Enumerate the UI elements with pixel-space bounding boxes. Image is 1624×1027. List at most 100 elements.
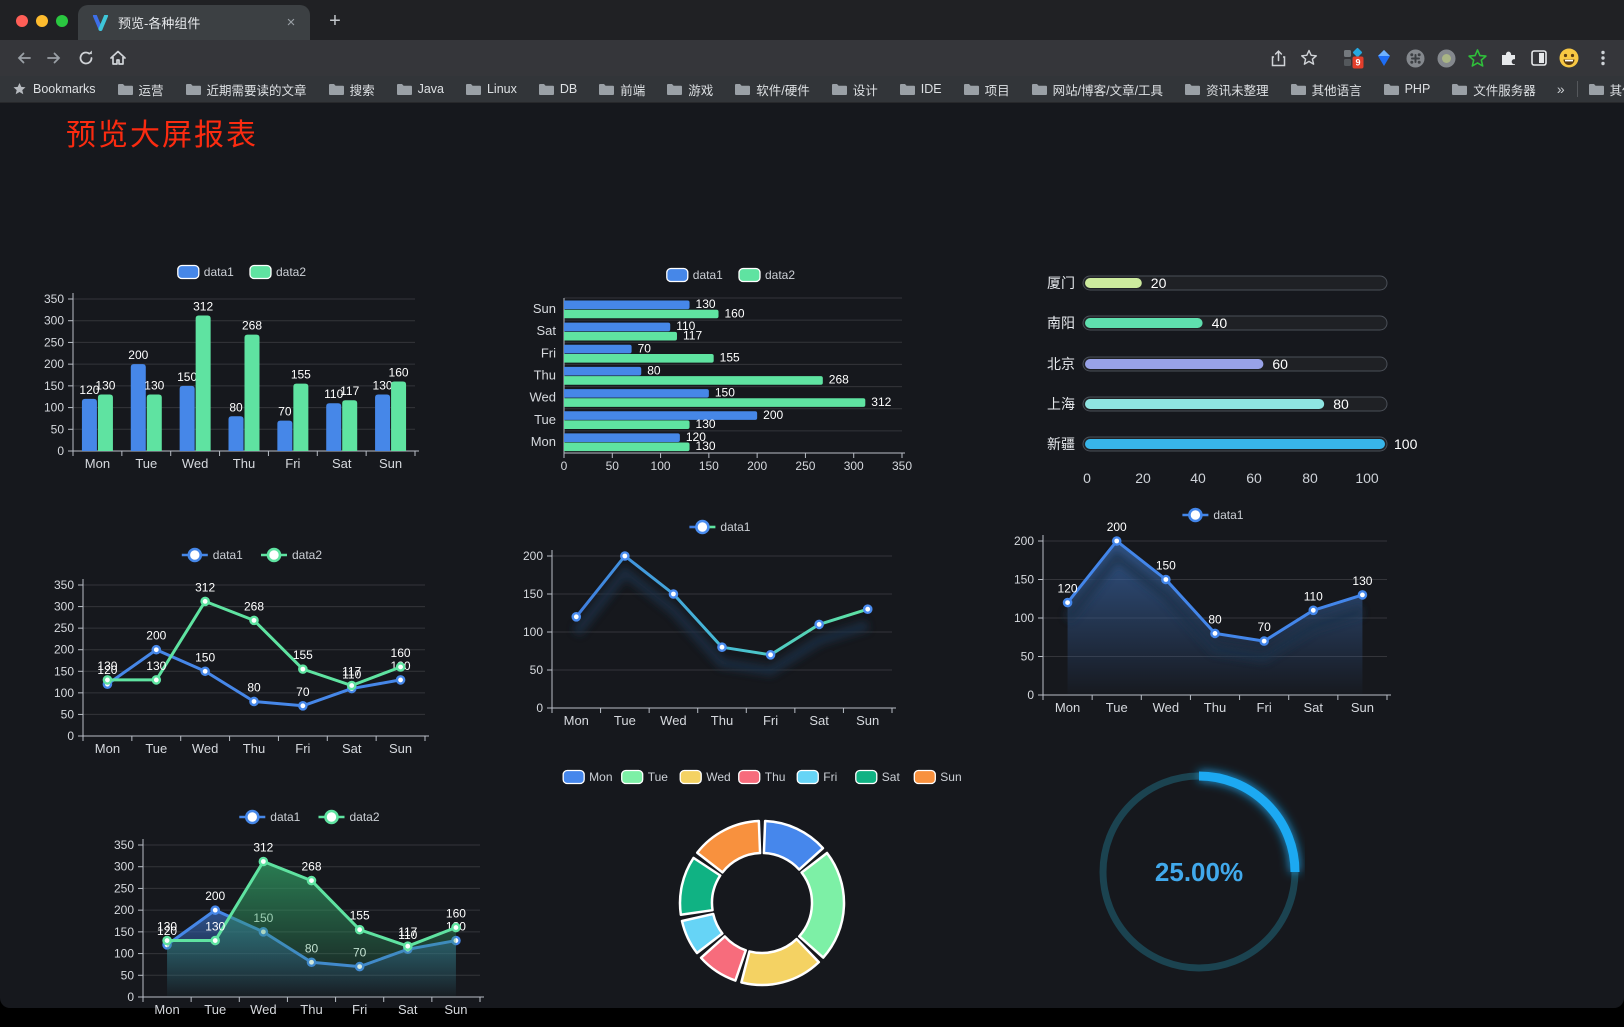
svg-text:Fri: Fri [295, 741, 310, 756]
bookmark-folder[interactable]: DB [538, 80, 577, 99]
window-close-button[interactable] [16, 15, 28, 27]
extension-command-icon[interactable] [1404, 47, 1426, 69]
extension-dot-circle-icon[interactable] [1435, 47, 1457, 69]
svg-text:Fri: Fri [823, 770, 837, 784]
bookmark-folder[interactable]: PHP [1383, 80, 1430, 99]
bookmark-folder[interactable]: 项目 [963, 80, 1010, 99]
browser-tab[interactable]: 预览-各种组件 × [78, 5, 310, 40]
chart-grouped-bar[interactable]: data1 data2 0 50 100 150 200 250 300 350 Mon Tue Wed… [30, 251, 480, 481]
svg-text:130: 130 [144, 379, 164, 393]
svg-text:0: 0 [1083, 470, 1091, 486]
svg-text:268: 268 [244, 599, 264, 613]
svg-text:Mon: Mon [589, 770, 612, 784]
svg-text:110: 110 [398, 928, 417, 942]
bookmarks-manager-label: Bookmarks [33, 82, 96, 96]
browser-menu-icon[interactable] [1592, 47, 1614, 69]
svg-text:80: 80 [229, 400, 243, 414]
svg-text:80: 80 [247, 680, 261, 694]
svg-text:data1: data1 [720, 520, 750, 534]
svg-text:Wed: Wed [1153, 700, 1180, 715]
bookmark-star-icon[interactable] [1297, 46, 1321, 70]
bookmarks-right-cluster: » 其他书签 [1557, 80, 1624, 99]
svg-text:130: 130 [157, 920, 177, 934]
bookmark-folder[interactable]: 近期需要读的文章 [185, 80, 307, 99]
svg-text:70: 70 [296, 685, 310, 699]
other-bookmarks-folder[interactable]: 其他书签 [1588, 80, 1624, 99]
extension-tampermonkey-icon[interactable]: 9 [1342, 47, 1364, 69]
svg-text:200: 200 [747, 459, 767, 473]
chart-donut[interactable]: Mon Tue Wed Thu Fri Sat Sun [562, 761, 962, 1001]
svg-text:Sun: Sun [856, 713, 879, 728]
svg-text:Fri: Fri [763, 713, 778, 728]
bookmark-folder[interactable]: Java [396, 80, 444, 99]
chart-line-gradient[interactable]: 0 50 100 150 200 Mon Tue Wed Thu Fri Sat Sun data1 [518, 496, 920, 738]
svg-text:150: 150 [1156, 559, 1176, 573]
bookmarks-manager[interactable]: Bookmarks [12, 82, 96, 97]
forward-button[interactable] [42, 46, 66, 70]
svg-text:160: 160 [725, 306, 745, 320]
bookmark-folder[interactable]: 运营 [117, 80, 164, 99]
back-button[interactable] [12, 46, 36, 70]
svg-text:Mon: Mon [154, 1002, 179, 1017]
bookmark-folder[interactable]: 前端 [598, 80, 645, 99]
extensions-puzzle-icon[interactable] [1497, 47, 1519, 69]
svg-text:300: 300 [54, 600, 74, 614]
tab-close-icon[interactable]: × [286, 14, 296, 31]
svg-text:Wed: Wed [250, 1002, 277, 1017]
svg-text:300: 300 [44, 314, 64, 328]
svg-text:150: 150 [195, 650, 215, 664]
svg-text:70: 70 [278, 405, 292, 419]
svg-text:50: 50 [61, 707, 75, 721]
svg-text:130: 130 [696, 439, 716, 453]
bookmark-folder[interactable]: 游戏 [666, 80, 713, 99]
svg-text:130: 130 [696, 297, 716, 311]
svg-text:312: 312 [871, 395, 891, 409]
extension-green-star-icon[interactable] [1466, 47, 1488, 69]
bookmark-folder[interactable]: 软件/硬件 [734, 80, 810, 99]
extension-gem-icon[interactable] [1373, 47, 1395, 69]
dashboard-content: 预览大屏报表 data1 data2 0 50 100 150 200 250 300 350 Mo… [0, 103, 1624, 1017]
bookmark-folder[interactable]: Linux [465, 80, 517, 99]
share-icon[interactable] [1266, 46, 1290, 70]
folder-icon [667, 83, 683, 95]
svg-text:Tue: Tue [135, 456, 157, 471]
svg-text:200: 200 [1107, 520, 1127, 534]
svg-text:Sat: Sat [1304, 700, 1324, 715]
bookmark-folder[interactable]: 文件服务器 [1451, 80, 1536, 99]
window-maximize-button[interactable] [56, 15, 68, 27]
chart-area-two-series[interactable]: 0 50 100 150 200 250 300 350 Mon Tue Wed Thu Fri Sat S… [98, 796, 498, 1024]
new-tab-button[interactable]: + [329, 10, 341, 32]
chart-area-single[interactable]: 0 50 100 150 200 Mon Tue Wed Thu Fri Sat Sun data1 12… [998, 491, 1402, 723]
reload-button[interactable] [74, 46, 98, 70]
svg-text:150: 150 [699, 459, 719, 473]
svg-text:data2: data2 [276, 265, 306, 279]
svg-text:Fri: Fri [352, 1002, 367, 1017]
extension-emoji-icon[interactable] [1558, 47, 1580, 69]
svg-text:Tue: Tue [614, 713, 636, 728]
svg-text:南阳: 南阳 [1047, 315, 1075, 331]
home-button[interactable] [106, 46, 130, 70]
svg-text:data1: data1 [1213, 508, 1243, 522]
bookmark-folder[interactable]: IDE [899, 80, 942, 99]
svg-text:268: 268 [301, 860, 321, 874]
folder-icon [1290, 83, 1306, 95]
chart-gauge[interactable]: 25.00% [1093, 761, 1305, 983]
chart-progress-bars[interactable]: 厦门 20 南阳 40 北京 60 上海 80 新疆 100 0 20 40 60 80 100 [993, 256, 1433, 496]
bookmark-folder[interactable]: 设计 [831, 80, 878, 99]
svg-text:50: 50 [530, 663, 544, 677]
svg-text:0: 0 [1027, 688, 1034, 702]
svg-text:Sat: Sat [332, 456, 352, 471]
svg-text:160: 160 [389, 366, 409, 380]
bookmarks-overflow-chevron[interactable]: » [1556, 81, 1565, 97]
bookmark-folder[interactable]: 搜索 [328, 80, 375, 99]
bookmark-folder[interactable]: 其他语言 [1290, 80, 1362, 99]
chart-line-two-series[interactable]: 0 50 100 150 200 250 300 350 Mon Tue Wed Thu Fri Sat S… [40, 531, 440, 763]
svg-text:Thu: Thu [765, 770, 786, 784]
bookmark-folder[interactable]: 网站/博客/文章/工具 [1031, 80, 1163, 99]
svg-text:Wed: Wed [706, 770, 730, 784]
window-minimize-button[interactable] [36, 15, 48, 27]
bookmark-folder[interactable]: 资讯未整理 [1184, 80, 1269, 99]
extension-darkreader-icon[interactable] [1528, 47, 1550, 69]
svg-text:150: 150 [177, 370, 197, 384]
